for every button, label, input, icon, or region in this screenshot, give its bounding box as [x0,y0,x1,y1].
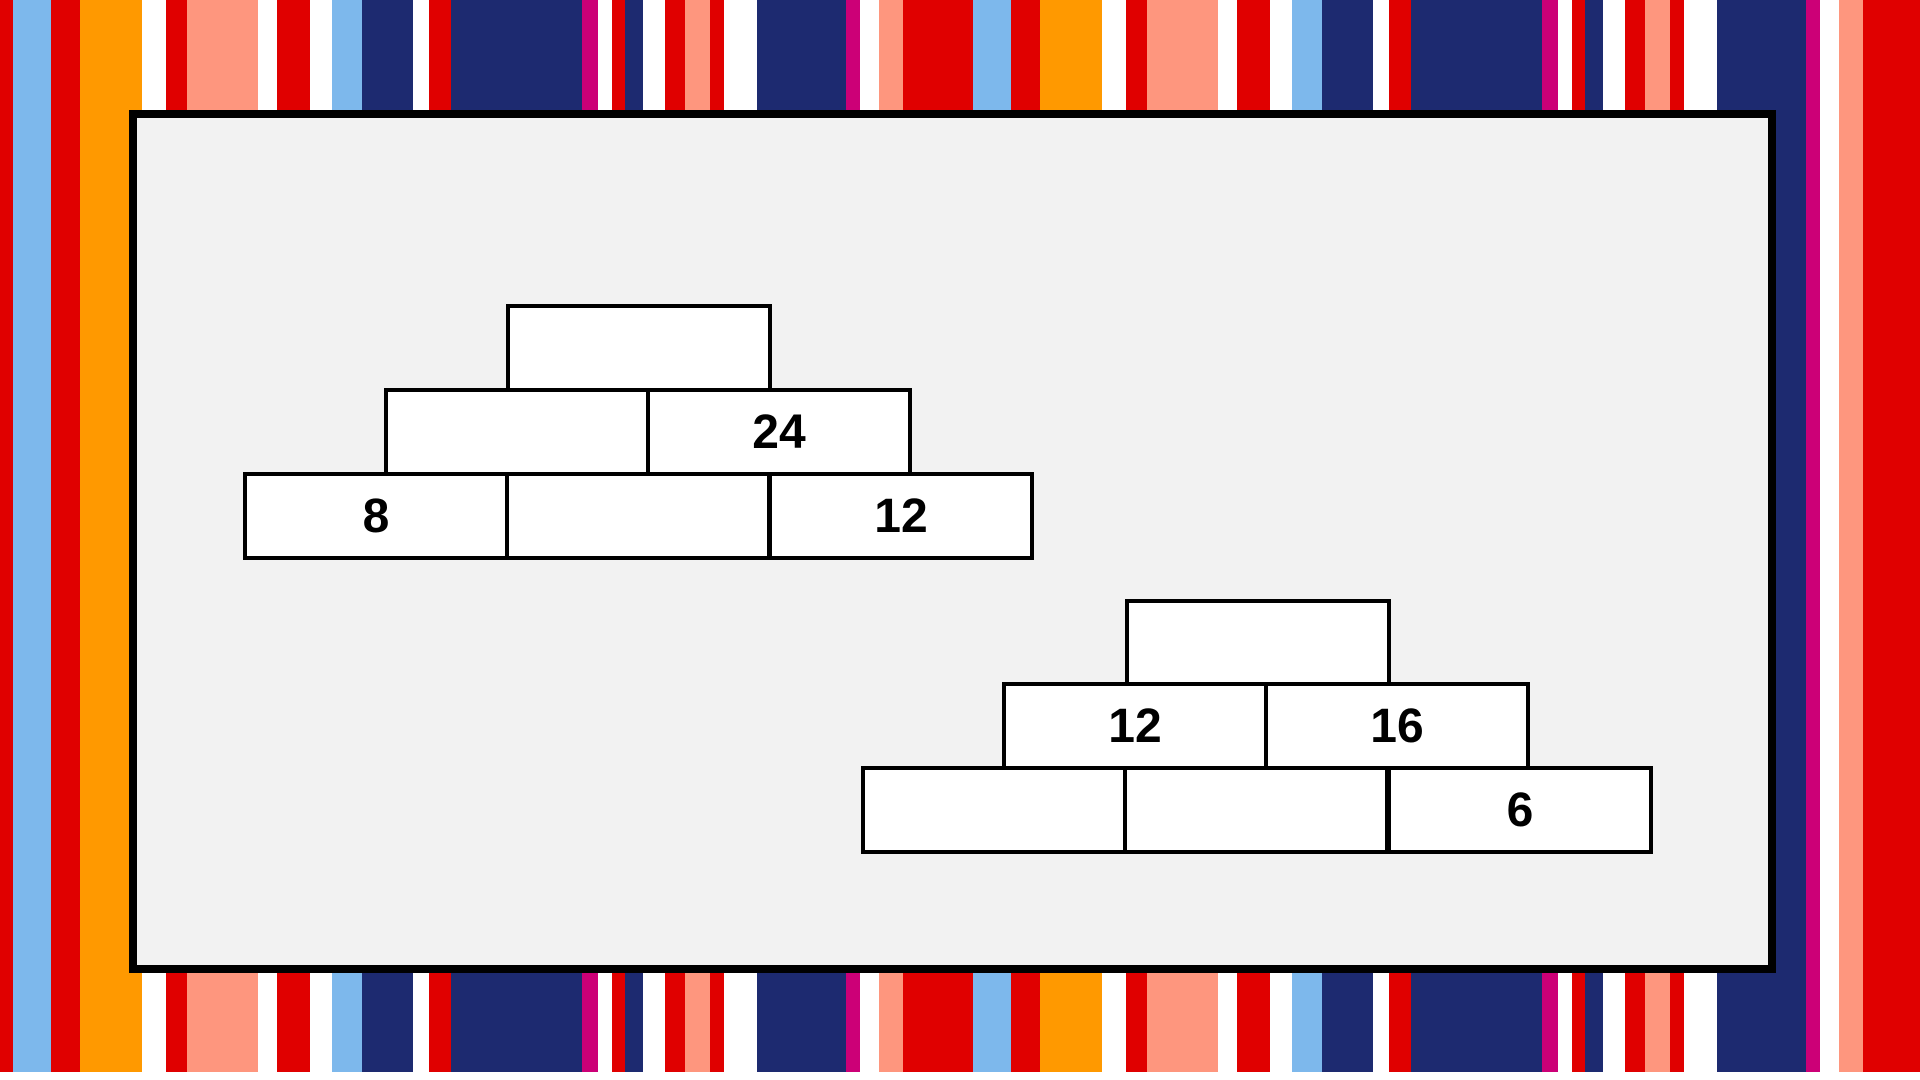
brick-bottom-middle[interactable] [505,472,771,560]
brick-bottom-right[interactable]: 6 [1387,766,1653,854]
brick-top[interactable] [1125,599,1391,687]
brick-middle-right[interactable]: 16 [1264,682,1530,770]
brick-middle-right[interactable]: 24 [646,388,912,476]
brick-bottom-left[interactable]: 8 [243,472,509,560]
brick-bottom-left[interactable] [861,766,1127,854]
bottom-strip [0,1072,1920,1080]
brick-middle-left[interactable] [384,388,650,476]
brick-middle-left[interactable]: 12 [1002,682,1268,770]
brick-bottom-middle[interactable] [1123,766,1389,854]
brick-top[interactable] [506,304,772,392]
brick-bottom-right[interactable]: 12 [768,472,1034,560]
